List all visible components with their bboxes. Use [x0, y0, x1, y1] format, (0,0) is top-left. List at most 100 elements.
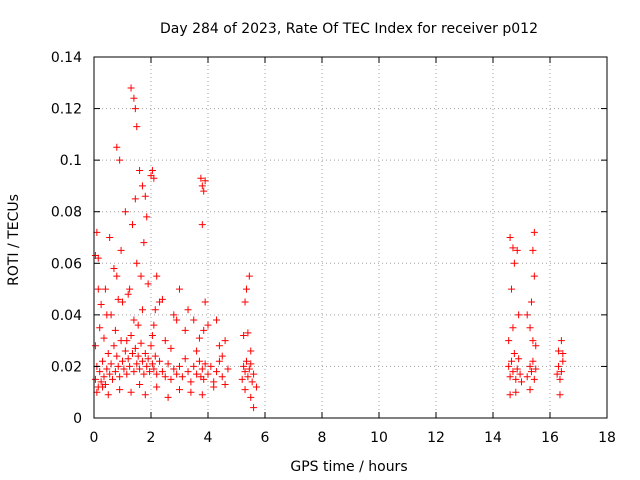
data-point	[187, 388, 195, 396]
data-point	[244, 373, 252, 381]
data-point	[506, 391, 514, 399]
data-point	[137, 272, 145, 280]
data-point	[195, 357, 203, 365]
data-point	[193, 370, 201, 378]
x-axis-label: GPS time / hours	[290, 459, 407, 475]
data-point	[198, 365, 206, 373]
data-point	[526, 362, 534, 370]
data-point	[100, 334, 108, 342]
data-point	[213, 368, 221, 376]
data-point	[523, 373, 531, 381]
data-point	[124, 290, 132, 298]
data-point	[164, 360, 172, 368]
data-point	[167, 344, 175, 352]
data-point	[138, 357, 146, 365]
data-point	[238, 375, 246, 383]
data-point	[176, 285, 183, 293]
data-point	[156, 357, 164, 365]
data-point	[114, 362, 122, 370]
data-point	[113, 143, 121, 151]
data-point	[512, 375, 520, 383]
data-point	[207, 362, 215, 370]
data-point	[241, 298, 249, 306]
data-point	[161, 337, 169, 345]
data-point	[509, 368, 517, 376]
x-tick-label: 18	[598, 430, 616, 446]
data-point	[91, 252, 99, 260]
data-point	[97, 301, 105, 309]
data-point	[148, 331, 156, 339]
data-point	[131, 195, 139, 203]
data-point	[526, 324, 534, 332]
data-point	[143, 213, 151, 221]
data-point	[190, 362, 198, 370]
data-point	[195, 334, 203, 342]
data-point	[111, 368, 119, 376]
data-point	[241, 386, 249, 394]
data-point	[138, 306, 146, 314]
data-point	[523, 311, 531, 319]
data-point	[181, 326, 189, 334]
data-point	[91, 375, 99, 383]
data-point	[224, 365, 232, 373]
data-point	[121, 208, 129, 216]
data-point	[116, 373, 124, 381]
data-point	[532, 365, 540, 373]
plot-frame	[93, 56, 608, 419]
data-point	[250, 370, 258, 378]
data-point	[127, 388, 135, 396]
data-points	[91, 84, 567, 412]
data-point	[527, 368, 535, 376]
data-point	[136, 365, 144, 373]
data-point	[117, 246, 125, 254]
data-point	[526, 386, 534, 394]
data-point	[181, 355, 189, 363]
data-point	[136, 166, 144, 174]
data-point	[221, 380, 229, 388]
data-point	[133, 123, 141, 131]
data-point	[215, 342, 223, 350]
data-point	[161, 373, 169, 381]
data-point	[120, 365, 128, 373]
data-point	[167, 375, 175, 383]
chart-title: Day 284 of 2023, Rate Of TEC Index for r…	[160, 21, 538, 37]
data-point	[250, 404, 258, 412]
data-point	[176, 362, 183, 370]
data-point	[93, 388, 101, 396]
data-point	[248, 378, 256, 386]
x-tick-label: 2	[147, 430, 156, 446]
data-point	[111, 326, 119, 334]
data-point	[184, 306, 192, 314]
x-tick-label: 6	[261, 430, 270, 446]
y-tick-label: 0.02	[51, 359, 82, 375]
data-point	[110, 264, 118, 272]
data-point	[130, 368, 138, 376]
data-point	[506, 234, 514, 241]
data-point	[113, 352, 121, 360]
data-point	[153, 370, 161, 378]
data-point	[131, 105, 139, 113]
data-point	[131, 344, 139, 352]
data-point	[221, 337, 229, 345]
data-point	[242, 357, 250, 365]
data-point	[96, 368, 104, 376]
data-point	[173, 316, 181, 324]
y-tick-label: 0.12	[51, 102, 82, 118]
data-point	[187, 378, 195, 386]
data-point	[204, 370, 212, 378]
data-point	[116, 386, 124, 394]
data-point	[110, 342, 118, 350]
data-point	[247, 393, 255, 401]
data-point	[241, 368, 249, 376]
data-point	[240, 331, 248, 339]
data-point	[138, 182, 146, 190]
data-point	[190, 316, 198, 324]
data-point	[124, 355, 132, 363]
data-point	[198, 182, 206, 190]
data-point	[513, 365, 521, 373]
data-point	[91, 342, 99, 350]
data-point	[123, 370, 131, 378]
data-point	[555, 347, 563, 355]
data-point	[143, 362, 151, 370]
data-point	[200, 375, 208, 383]
